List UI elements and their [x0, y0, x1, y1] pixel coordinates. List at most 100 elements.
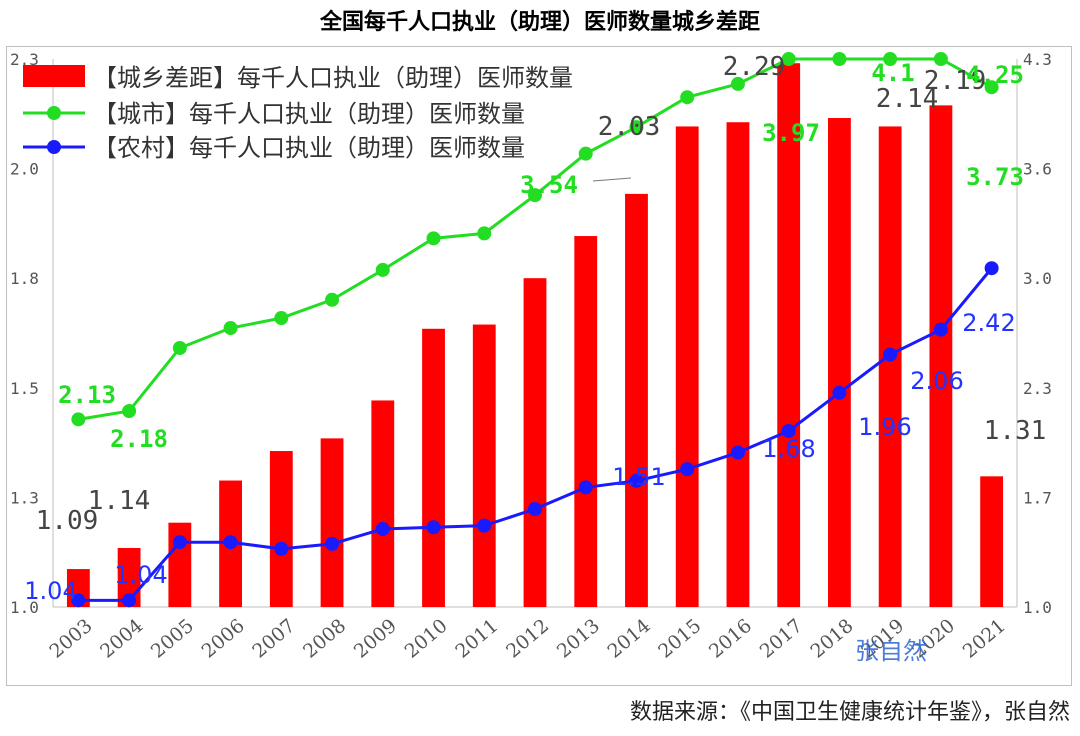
rural-point-2005	[172, 535, 187, 550]
rural-point-2017	[781, 423, 796, 438]
right-tick-label: 4.3	[1023, 50, 1052, 69]
urban-data-label: 4.1	[871, 59, 914, 87]
rural-point-2019	[883, 347, 898, 362]
left-tick-label: 2.0	[10, 160, 39, 179]
urban-point-2016	[730, 76, 745, 91]
urban-point-2004	[122, 404, 137, 419]
bar-data-label: 2.19	[924, 66, 987, 96]
right-tick-label: 3.0	[1023, 269, 1052, 288]
urban-point-2006	[223, 321, 238, 336]
bar-gap-2012	[523, 278, 547, 607]
urban-data-label: 3.97	[762, 119, 820, 147]
left-tick-label: 2.3	[10, 50, 39, 69]
rural-point-2010	[426, 520, 441, 535]
bar-gap-2013	[574, 236, 598, 608]
legend-swatch-urban-dot	[47, 106, 61, 120]
bar-gap-2015	[675, 126, 699, 607]
rural-point-2011	[477, 518, 492, 533]
urban-point-2005	[172, 340, 187, 355]
x-tick-label: 2006	[198, 615, 249, 663]
bar-gap-2021	[980, 476, 1004, 607]
x-tick-label: 2015	[654, 615, 705, 663]
bar-gap-2018	[828, 118, 851, 607]
urban-point-2008	[325, 292, 340, 307]
watermark-text: 张自然	[855, 637, 927, 665]
x-tick-label: 2007	[248, 615, 299, 663]
rural-point-2003	[71, 593, 86, 608]
urban-point-2019	[883, 52, 898, 66]
urban-point-2020	[933, 52, 948, 66]
bar-data-label: 2.14	[876, 84, 939, 114]
urban-point-2018	[832, 52, 847, 66]
x-tick-label: 2021	[959, 615, 1010, 663]
right-tick-label: 2.3	[1023, 379, 1052, 398]
bar-data-label: 1.31	[984, 416, 1047, 446]
urban-data-label: 3.73	[966, 163, 1024, 191]
urban-point-2007	[274, 311, 289, 326]
x-tick-label: 2013	[553, 615, 604, 663]
bar-data-label: 1.09	[36, 506, 99, 536]
rural-point-2018	[832, 385, 847, 400]
rural-point-2004	[122, 593, 137, 608]
x-tick-label: 2016	[705, 615, 756, 663]
x-tick-label: 2017	[756, 615, 807, 663]
legend-swatch-gap	[23, 65, 85, 87]
legend-label: 【农村】每千人口执业（助理）医师数量	[93, 134, 525, 162]
rural-point-2007	[274, 541, 289, 556]
rural-point-2012	[528, 502, 542, 517]
urban-point-2009	[375, 262, 390, 277]
urban-data-label: 2.18	[110, 425, 168, 453]
legend-swatch-rural-dot	[47, 140, 61, 154]
rural-point-2014	[629, 473, 644, 488]
urban-point-2012	[528, 188, 542, 203]
x-tick-label: 2003	[45, 615, 96, 663]
urban-point-2011	[477, 226, 492, 241]
right-tick-label: 1.7	[1023, 488, 1052, 507]
rural-point-2006	[223, 535, 238, 550]
urban-point-2013	[578, 146, 593, 161]
urban-label-leader	[592, 177, 632, 182]
bar-gap-2019	[878, 126, 902, 607]
rural-data-label: 1.96	[858, 413, 911, 441]
legend-label: 【城乡差距】每千人口执业（助理）医师数量	[93, 64, 573, 92]
rural-point-2016	[730, 445, 745, 460]
rural-point-2015	[680, 462, 695, 477]
bar-gap-2007	[269, 451, 293, 607]
bar-data-label: 2.29	[723, 52, 786, 82]
urban-data-label: 2.13	[58, 381, 116, 409]
rural-data-label: 1.68	[762, 435, 815, 463]
x-tick-label: 2011	[451, 615, 502, 663]
chart-frame: 1.0 1.3 1.5 1.8 2.0 2.3 1.0 1.7 2.3 3.0 3.6 4.3 2003…	[6, 46, 1072, 686]
rural-data-label: 1.04	[24, 577, 77, 605]
urban-point-2015	[680, 90, 695, 105]
rural-point-2020	[933, 322, 948, 337]
bar-gap-2014	[625, 193, 648, 607]
chart-svg: 1.0 1.3 1.5 1.8 2.0 2.3 1.0 1.7 2.3 3.0 3.6 4.3 2003…	[10, 50, 1052, 665]
chart-title: 全国每千人口执业（助理）医师数量城乡差距	[319, 10, 760, 35]
left-tick-label: 1.3	[10, 488, 39, 507]
urban-point-2010	[426, 231, 441, 246]
bar-gap-2008	[320, 438, 344, 607]
left-tick-label: 1.5	[10, 379, 39, 398]
bar-data-label: 1.14	[88, 486, 151, 516]
bar-gap-2020	[929, 105, 953, 607]
left-tick-label: 1.0	[10, 598, 39, 617]
rural-point-2009	[375, 521, 390, 536]
urban-point-2017	[781, 52, 796, 66]
urban-data-label: 4.25	[966, 61, 1024, 89]
bar-gap-2016	[726, 122, 750, 607]
rural-point-2013	[578, 480, 593, 495]
x-tick-label: 2008	[299, 615, 350, 663]
right-tick-label: 3.6	[1023, 160, 1052, 179]
x-tick-label: 2009	[350, 615, 401, 663]
bar-gap-2009	[371, 400, 395, 607]
x-tick-label: 2010	[401, 615, 452, 663]
rural-data-label: 2.42	[962, 309, 1015, 337]
rural-point-2008	[325, 536, 340, 551]
rural-point-2021	[984, 261, 999, 276]
x-tick-label: 2004	[96, 615, 147, 663]
bar-gap-2011	[472, 324, 496, 607]
bar-gap-2010	[422, 328, 445, 607]
bar-data-label: 2.03	[598, 112, 661, 142]
x-tick-label: 2014	[603, 615, 654, 663]
